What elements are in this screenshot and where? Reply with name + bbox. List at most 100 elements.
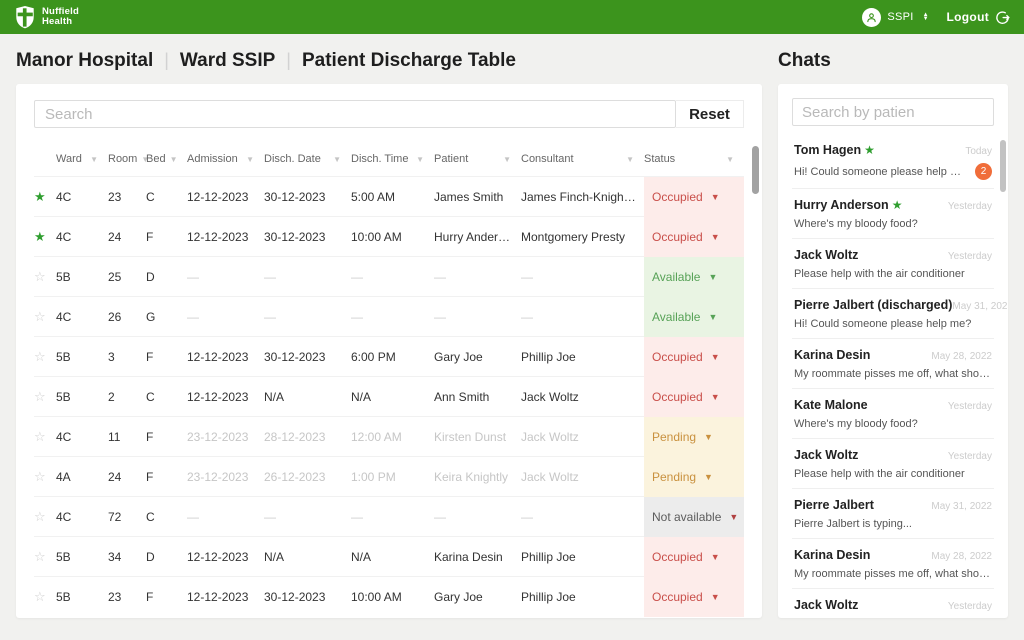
chat-list-item[interactable]: Hurry Anderson ★ Yesterday Where's my blo… bbox=[792, 189, 994, 239]
logout-button[interactable]: Logout bbox=[947, 10, 1010, 25]
chat-patient-name: Karina Desin★ bbox=[794, 548, 870, 562]
cell-bed: F bbox=[146, 590, 154, 604]
cell-room: 25 bbox=[108, 270, 122, 284]
favorite-star-icon[interactable]: ★ bbox=[34, 229, 46, 244]
favorite-star-icon[interactable]: ☆ bbox=[34, 349, 46, 364]
status-dropdown[interactable]: Occupied ▼ bbox=[644, 337, 744, 377]
cell-room: 24 bbox=[108, 230, 122, 244]
table-search-input[interactable] bbox=[34, 100, 676, 128]
cell-disch-time: 10:00 AM bbox=[351, 590, 402, 604]
status-dropdown[interactable]: Occupied ▼ bbox=[644, 577, 744, 617]
breadcrumb-ward: Ward SSIP bbox=[179, 50, 276, 71]
chat-list-item[interactable]: Karina Desin★ May 28, 2022 My roommate p… bbox=[792, 339, 994, 389]
chat-timestamp: Yesterday bbox=[947, 251, 992, 262]
column-header-bed[interactable]: Bed ▼ bbox=[146, 153, 178, 165]
status-dropdown[interactable]: Occupied ▼ bbox=[644, 177, 744, 217]
status-badge: Pending bbox=[652, 430, 697, 444]
chat-timestamp: Yesterday bbox=[947, 401, 992, 412]
column-header-consultant[interactable]: Consultant ▼ bbox=[521, 153, 634, 165]
cell-disch-time: 1:00 PM bbox=[351, 470, 396, 484]
favorite-star-icon[interactable]: ☆ bbox=[34, 469, 46, 484]
status-dropdown[interactable]: Available ▼ bbox=[644, 297, 744, 337]
cell-bed: G bbox=[146, 310, 156, 324]
favorite-star-icon[interactable]: ☆ bbox=[34, 269, 46, 284]
favorite-star-icon[interactable]: ★ bbox=[34, 189, 46, 204]
column-header-disch-time[interactable]: Disch. Time ▼ bbox=[351, 153, 424, 165]
cell-bed: F bbox=[146, 470, 154, 484]
cell-patient: Keira Knightly bbox=[434, 470, 509, 484]
chat-message-preview: Hi! Could someone please help me? bbox=[794, 165, 969, 178]
table-scrollbar[interactable] bbox=[752, 146, 759, 194]
cell-disch-date: N/A bbox=[264, 390, 285, 404]
cell-disch-time: — bbox=[351, 310, 363, 324]
status-dropdown[interactable]: Occupied ▼ bbox=[644, 217, 744, 257]
cell-admission: 12-12-2023 bbox=[187, 390, 249, 404]
chat-list-item[interactable]: Pierre Jalbert★ May 31, 2022 Pierre Jalb… bbox=[792, 489, 994, 539]
column-header-admission[interactable]: Admission ▼ bbox=[187, 153, 254, 165]
breadcrumb-separator: | bbox=[164, 50, 169, 70]
chat-list-item[interactable]: Jack Woltz★ Yesterday Please help with t… bbox=[792, 589, 994, 618]
chat-list-item[interactable]: Kate Malone★ Yesterday Where's my bloody… bbox=[792, 389, 994, 439]
name-text: Karina Desin bbox=[794, 348, 871, 362]
column-header-ward[interactable]: Ward ▼ bbox=[56, 153, 98, 165]
chat-patient-name: Hurry Anderson ★ bbox=[794, 198, 902, 212]
chat-message-preview: Pierre Jalbert is typing... bbox=[794, 518, 912, 530]
chevron-down-icon: ▼ bbox=[626, 154, 634, 164]
chat-list-item[interactable]: Jack Woltz★ Yesterday Please help with t… bbox=[792, 439, 994, 489]
status-dropdown[interactable]: Pending ▼ bbox=[644, 457, 744, 497]
table-row: ☆ 5B 25 D — — — — — Available ▼ bbox=[34, 256, 744, 297]
cell-patient: — bbox=[434, 270, 446, 284]
chat-message-preview: My roommate pisses me off, what should … bbox=[794, 368, 992, 380]
cell-disch-time: — bbox=[351, 510, 363, 524]
column-header-room[interactable]: Room ▼ bbox=[108, 153, 150, 165]
name-text: Tom Hagen bbox=[794, 143, 862, 157]
cell-consultant: — bbox=[521, 310, 533, 324]
chat-patient-name: Kate Malone★ bbox=[794, 398, 868, 412]
favorite-star-icon[interactable]: ☆ bbox=[34, 549, 46, 564]
chat-list-item[interactable]: Karina Desin★ May 28, 2022 My roommate p… bbox=[792, 539, 994, 589]
chat-scrollbar[interactable] bbox=[1000, 140, 1006, 192]
favorite-star-icon[interactable]: ☆ bbox=[34, 309, 46, 324]
chat-timestamp: May 28, 2022 bbox=[931, 551, 992, 562]
status-dropdown[interactable]: Pending ▼ bbox=[644, 417, 744, 457]
chat-search-input[interactable] bbox=[792, 98, 994, 126]
status-badge: Occupied bbox=[652, 390, 703, 404]
chevron-down-icon: ▼ bbox=[416, 154, 424, 164]
chevron-down-icon: ▼ bbox=[708, 272, 718, 282]
cell-admission: 12-12-2023 bbox=[187, 350, 249, 364]
top-navbar: Nuffield Health SSPI ▲ ▼ Logout bbox=[0, 0, 1024, 34]
status-dropdown[interactable]: Occupied ▼ bbox=[644, 377, 744, 417]
cell-disch-time: N/A bbox=[351, 390, 372, 404]
status-dropdown[interactable]: Occupied ▼ bbox=[644, 537, 744, 577]
cell-bed: F bbox=[146, 350, 154, 364]
cell-bed: C bbox=[146, 390, 155, 404]
brand-logo: Nuffield Health bbox=[14, 5, 79, 29]
chat-patient-name: Pierre Jalbert★ bbox=[794, 498, 874, 512]
chat-list-item[interactable]: Jack Woltz★ Yesterday Please help with t… bbox=[792, 239, 994, 289]
table-row: ☆ 4A 24 F 23-12-2023 26-12-2023 1:00 PM … bbox=[34, 456, 744, 497]
cell-patient: Hurry Ander… bbox=[434, 230, 511, 244]
cell-consultant: — bbox=[521, 510, 533, 524]
chat-list-item[interactable]: Pierre Jalbert (discharged)★ May 31, 202… bbox=[792, 289, 1008, 339]
cell-bed: C bbox=[146, 190, 155, 204]
chat-patient-name: Jack Woltz★ bbox=[794, 598, 858, 612]
cell-bed: F bbox=[146, 230, 154, 244]
user-menu[interactable]: SSPI ▲ ▼ bbox=[862, 7, 929, 27]
column-header-disch-date[interactable]: Disch. Date ▼ bbox=[264, 153, 341, 165]
reset-button[interactable]: Reset bbox=[676, 100, 744, 128]
cell-patient: James Smith bbox=[434, 190, 504, 204]
chat-list-item[interactable]: Tom Hagen ★ Today Hi! Could someone pleas… bbox=[792, 134, 994, 189]
favorite-star-icon[interactable]: ☆ bbox=[34, 509, 46, 524]
brand-name: Nuffield Health bbox=[42, 5, 79, 27]
status-dropdown[interactable]: Not available ▼ bbox=[644, 497, 744, 537]
cell-room: 23 bbox=[108, 190, 122, 204]
favorite-star-icon[interactable]: ☆ bbox=[34, 389, 46, 404]
status-dropdown[interactable]: Available ▼ bbox=[644, 257, 744, 297]
favorite-star-icon[interactable]: ☆ bbox=[34, 589, 46, 604]
favorite-star-icon[interactable]: ☆ bbox=[34, 429, 46, 444]
column-header-patient[interactable]: Patient ▼ bbox=[434, 153, 511, 165]
cell-patient: — bbox=[434, 510, 446, 524]
user-avatar-icon bbox=[862, 7, 882, 27]
name-text: Hurry Anderson bbox=[794, 198, 889, 212]
column-header-status[interactable]: Status ▼ bbox=[644, 153, 734, 165]
